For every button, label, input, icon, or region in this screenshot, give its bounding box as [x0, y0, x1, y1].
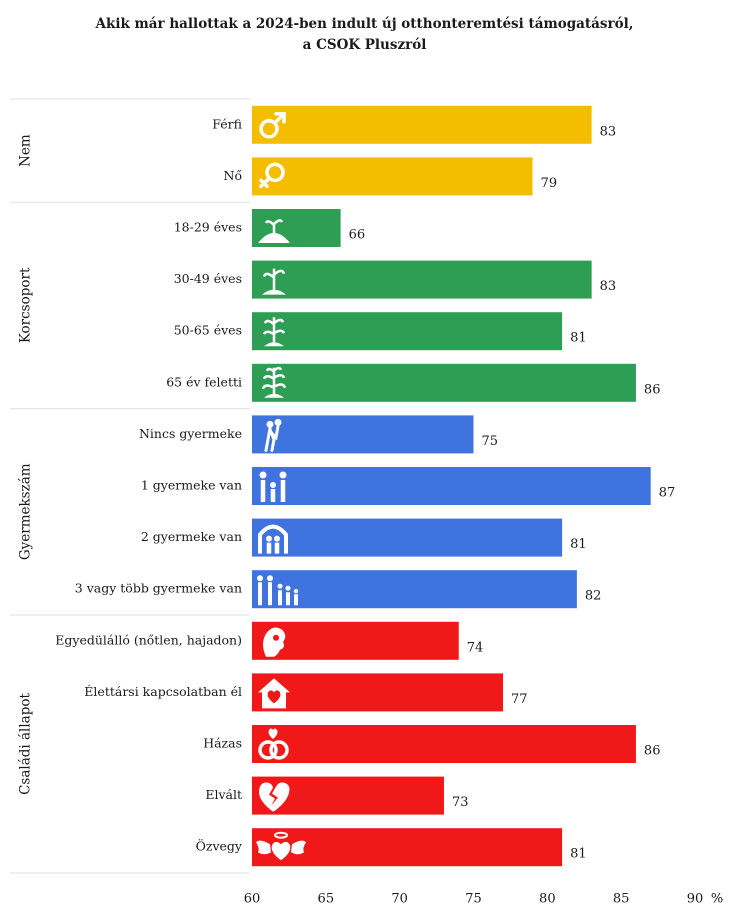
bar — [252, 260, 592, 299]
group-label: Gyermekszám — [18, 463, 34, 560]
category-label: Özvegy — [196, 838, 243, 854]
category-label: 2 gyermeke van — [141, 529, 242, 544]
category-label: 1 gyermeke van — [141, 478, 242, 493]
category-label: 65 év feletti — [166, 374, 242, 389]
female-symbol-icon — [259, 162, 285, 189]
category-label: 18-29 éves — [174, 220, 242, 235]
value-label: 82 — [585, 589, 602, 604]
bar — [252, 157, 533, 196]
chart-title-line-2: a CSOK Pluszról — [302, 37, 427, 53]
young-plant-icon — [262, 268, 286, 295]
category-label: Élettársi kapcsolatban él — [84, 684, 242, 699]
bar — [252, 467, 651, 505]
family-two-children-icon — [258, 524, 288, 554]
winged-heart-icon — [256, 831, 306, 861]
group-label: Családi állapot — [18, 693, 34, 795]
value-label: 81 — [570, 331, 587, 346]
x-tick-label: 90 — [687, 892, 704, 907]
x-tick-label: 75 — [465, 892, 482, 907]
bar — [252, 518, 563, 557]
category-label: 50-65 éves — [174, 323, 242, 338]
category-label: Elvált — [205, 787, 242, 802]
bar — [252, 312, 563, 351]
group-label: Korcsoport — [18, 267, 34, 343]
value-label: 74 — [467, 640, 484, 655]
male-symbol-icon — [259, 112, 286, 139]
category-label: 30-49 éves — [174, 271, 242, 286]
bar — [252, 673, 504, 712]
chart-title-line-1: Akik már hallottak a 2024-ben indult új … — [95, 16, 634, 32]
bar — [252, 828, 563, 867]
value-label: 66 — [349, 228, 366, 243]
sprout-icon — [258, 219, 290, 243]
category-label: Egyedülálló (nőtlen, hajadon) — [55, 632, 242, 647]
bar — [252, 415, 474, 454]
category-label: Nő — [224, 168, 242, 183]
x-tick-label: 70 — [391, 892, 408, 907]
bar — [252, 725, 636, 763]
category-label: Házas — [203, 736, 242, 751]
single-person-icon — [263, 627, 286, 657]
value-label: 86 — [644, 382, 661, 397]
x-tick-label: 80 — [539, 892, 556, 907]
family-three-children-icon — [257, 575, 299, 606]
bar — [252, 570, 577, 609]
category-label: Nincs gyermeke — [139, 426, 242, 441]
value-label: 81 — [570, 847, 587, 862]
value-label: 87 — [659, 486, 676, 501]
bar — [252, 363, 636, 402]
group-label: Nem — [18, 134, 34, 167]
family-one-child-icon — [259, 471, 287, 502]
category-label: Férfi — [212, 116, 242, 131]
growing-plant-icon — [262, 317, 286, 347]
bar — [252, 621, 459, 660]
value-label: 86 — [644, 744, 661, 759]
x-unit-label: % — [711, 892, 723, 907]
broken-heart-icon — [258, 782, 290, 812]
value-label: 75 — [482, 434, 499, 449]
value-label: 81 — [570, 537, 587, 552]
bar — [252, 105, 592, 144]
value-label: 73 — [452, 795, 469, 810]
mature-plant-icon — [261, 366, 287, 398]
wedding-rings-icon — [258, 728, 289, 760]
house-heart-icon — [258, 678, 290, 709]
value-label: 83 — [600, 124, 617, 139]
category-label: 3 vagy több gyermeke van — [75, 581, 242, 596]
value-label: 83 — [600, 279, 617, 294]
value-label: 77 — [511, 692, 528, 707]
value-label: 79 — [541, 176, 558, 191]
x-tick-label: 65 — [318, 892, 335, 907]
x-tick-label: 60 — [244, 892, 261, 907]
chart-title: Akik már hallottak a 2024-ben indult új … — [0, 14, 729, 56]
x-tick-label: 85 — [613, 892, 630, 907]
couple-icon — [264, 418, 282, 452]
